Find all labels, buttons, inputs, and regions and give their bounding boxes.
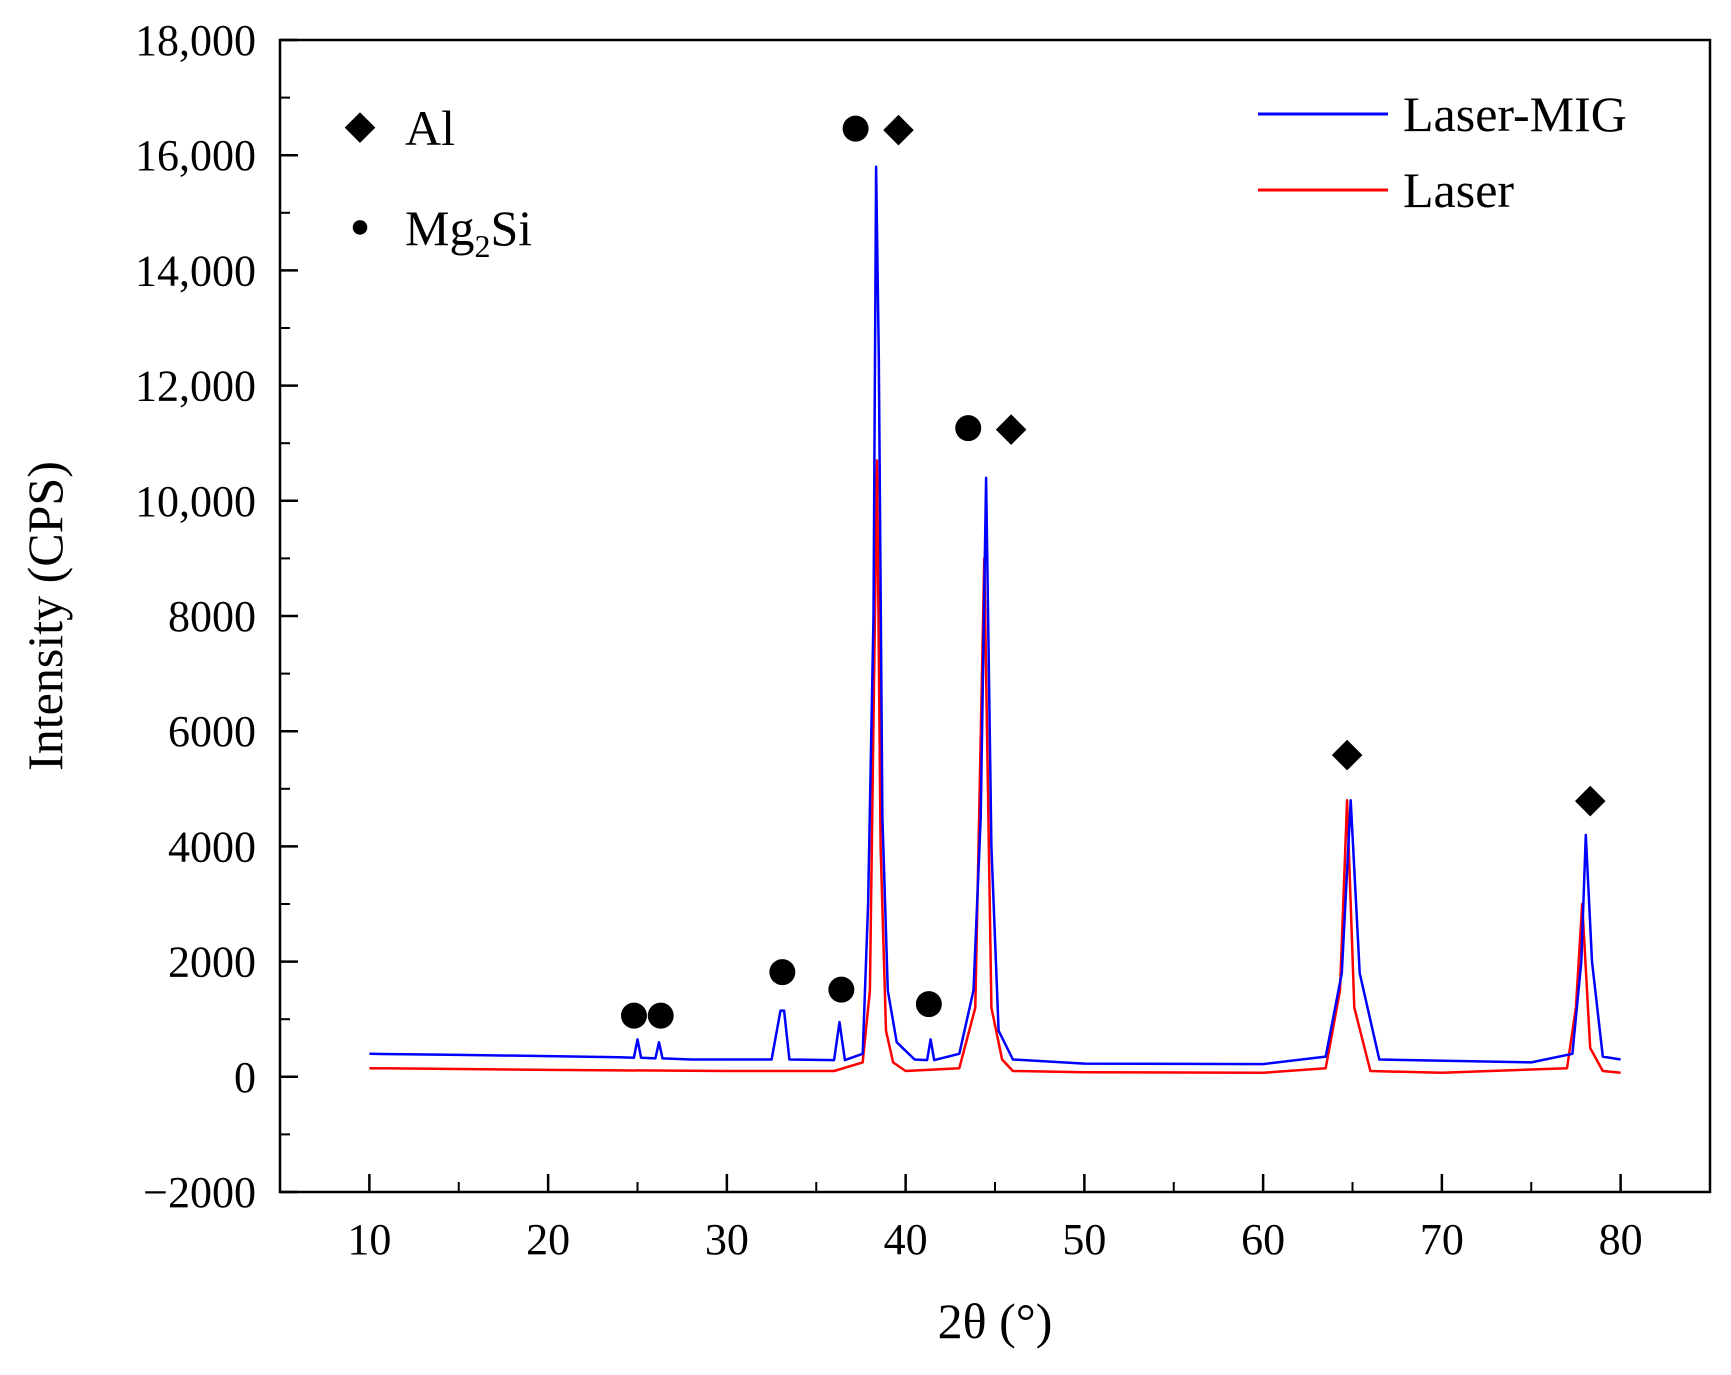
mg2si-marker-icon: ● bbox=[841, 106, 871, 146]
x-tick-label: 20 bbox=[526, 1215, 570, 1264]
y-tick-label: 8000 bbox=[168, 592, 256, 641]
legend-label-laser-mig: Laser-MIG bbox=[1403, 86, 1627, 142]
al-marker-icon: ◆ bbox=[1575, 775, 1606, 821]
al-marker-icon: ◆ bbox=[996, 404, 1027, 450]
y-axis: −2000 0 2000 4000 6000 8000 10,000 12,000 14,000… bbox=[135, 16, 298, 1217]
phase-legend-al: Al bbox=[405, 100, 455, 156]
y-tick-label: −2000 bbox=[143, 1168, 256, 1217]
y-tick-label: 4000 bbox=[168, 822, 256, 871]
phase-markers: ● ◆● ◆●●● ● ●◆◆ bbox=[619, 104, 1606, 1033]
mg2si-dot-icon: ● bbox=[350, 208, 371, 245]
series-layer bbox=[369, 165, 1621, 1075]
al-marker-icon: ◆ bbox=[883, 104, 914, 150]
al-marker-icon: ◆ bbox=[1332, 729, 1363, 775]
x-tick-label: 30 bbox=[705, 1215, 749, 1264]
mg2si-marker-icon: ● bbox=[646, 993, 676, 1033]
mg2si-marker-icon: ● bbox=[619, 993, 649, 1033]
mg2si-marker-icon: ● bbox=[914, 982, 944, 1022]
x-tick-label: 70 bbox=[1420, 1215, 1464, 1264]
x-tick-label: 80 bbox=[1599, 1215, 1643, 1264]
mg2si-marker-icon: ● bbox=[767, 950, 797, 990]
y-tick-label: 18,000 bbox=[135, 16, 256, 65]
phase-legend-mg2si: Mg2Si bbox=[405, 200, 532, 264]
y-tick-label: 12,000 bbox=[135, 362, 256, 411]
mg2si-marker-icon: ● bbox=[826, 968, 856, 1008]
legend-label-laser: Laser bbox=[1403, 162, 1514, 218]
y-tick-label: 10,000 bbox=[135, 477, 256, 526]
x-tick-label: 10 bbox=[347, 1215, 391, 1264]
y-tick-label: 2000 bbox=[168, 938, 256, 987]
x-axis-title: 2θ (°) bbox=[938, 1293, 1053, 1349]
al-diamond-icon: ◆ bbox=[345, 102, 376, 147]
series-legend: Laser-MIG Laser bbox=[1258, 86, 1627, 218]
series-line-laser bbox=[369, 459, 1621, 1075]
y-axis-title: Intensity (CPS) bbox=[17, 461, 73, 771]
y-tick-label: 14,000 bbox=[135, 246, 256, 295]
y-tick-label: 16,000 bbox=[135, 131, 256, 180]
x-tick-label: 60 bbox=[1241, 1215, 1285, 1264]
series-line-laser-mig bbox=[369, 165, 1621, 1066]
x-tick-label: 50 bbox=[1062, 1215, 1106, 1264]
y-tick-label: 6000 bbox=[168, 707, 256, 756]
x-axis: 10 20 30 40 50 60 70 80 bbox=[279, 1174, 1711, 1264]
phase-legend: ◆ Al ● Mg2Si bbox=[345, 100, 533, 264]
x-tick-label: 40 bbox=[884, 1215, 928, 1264]
y-tick-label: 0 bbox=[234, 1053, 256, 1102]
mg2si-marker-icon: ● bbox=[953, 406, 983, 446]
